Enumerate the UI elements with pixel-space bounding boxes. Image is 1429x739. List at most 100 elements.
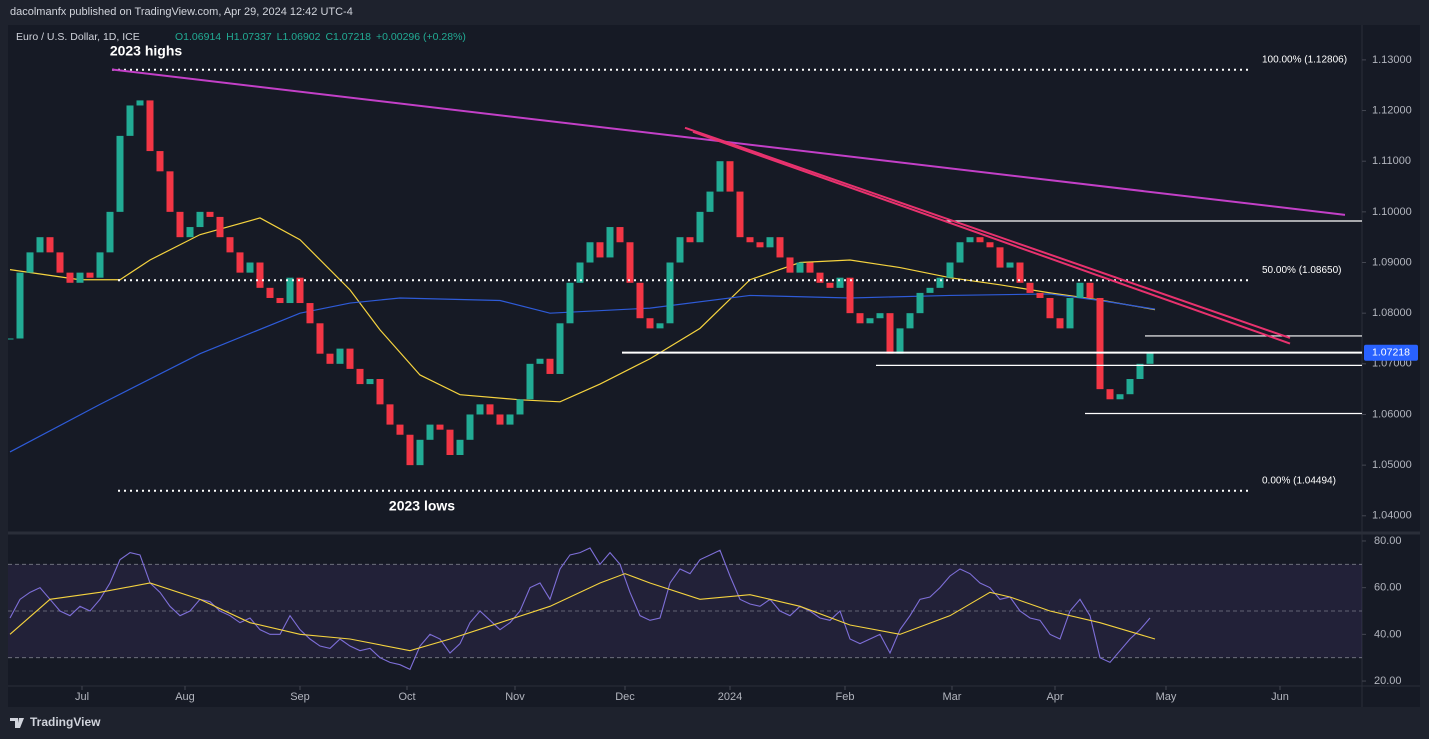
candle [1066,297,1074,329]
candle [296,277,304,304]
axes: 1.040001.050001.060001.070001.080001.090… [75,42,1418,703]
y-tick-label: 1.12000 [1372,104,1412,116]
y-tick-label: 40.00 [1374,628,1402,640]
candle [286,277,294,304]
candle [136,100,144,106]
candle [66,272,74,283]
candle [396,424,404,435]
x-tick-label: 2024 [718,691,742,703]
candle [426,424,434,440]
candle [686,237,694,243]
x-tick-label: Jul [75,691,89,703]
candle [846,277,854,314]
candle [1096,297,1104,390]
candle [366,379,374,385]
candle [976,237,984,243]
y-tick-label: 1.06000 [1372,408,1412,420]
candle [456,439,464,456]
candle [806,262,814,273]
last-price-label: 1.07218 [1372,347,1410,359]
candle [246,262,254,273]
y-tick-label: 60.00 [1374,582,1402,594]
candle [346,348,354,369]
candle [26,252,34,273]
y-tick-label: 1.05000 [1372,459,1412,471]
candle [206,211,214,217]
candle [496,414,504,425]
last-price-tag [1364,344,1418,361]
candle [1116,394,1124,400]
candle [996,247,1004,268]
candle [526,363,534,400]
price-pane [8,68,1362,492]
ohlc-value: +0.00296 (+0.28%) [376,31,466,43]
candle [156,151,164,172]
candle [556,323,564,374]
candle [306,303,314,324]
candle [766,237,774,248]
candle [56,252,64,273]
candle [736,191,744,238]
x-tick-label: Sep [290,691,310,703]
candle [826,282,834,288]
brand-logo [10,718,24,728]
candle [1076,282,1084,298]
candle [1106,389,1114,400]
candle [636,282,644,319]
x-tick-label: Jun [1271,691,1289,703]
candle [706,191,714,212]
rsi-line [9,573,1156,652]
candle [96,252,104,278]
candle [586,242,594,263]
x-tick-label: May [1156,691,1177,703]
x-tick-label: Nov [505,691,525,703]
candle [516,399,524,415]
candle [726,161,734,192]
candle [876,313,884,319]
candle [716,161,724,192]
candle [606,227,614,258]
candle [256,262,264,288]
candle [106,211,114,253]
candle [576,262,584,283]
candle [386,404,394,425]
candle [416,439,424,466]
trendline [692,130,1291,345]
candle [756,242,764,248]
candle [1016,262,1024,283]
candle [656,323,664,329]
candle [886,313,894,354]
candle [276,297,284,304]
candle [116,135,124,212]
candle [126,105,134,136]
candle [546,358,554,374]
candle [566,282,574,324]
candle [36,237,44,253]
candle [186,227,194,238]
fib-label: 50.00% (1.08650) [1262,265,1342,276]
candle [176,211,184,238]
x-tick-label: Feb [836,691,855,703]
candle [196,211,204,228]
candle [536,358,544,364]
candle [266,287,274,298]
rsi-pane [8,547,1362,671]
candle [506,414,514,425]
candle [46,237,54,253]
candle [866,318,874,324]
candle [146,100,154,152]
candle [926,287,934,293]
candle [326,353,334,364]
candle [336,348,344,364]
candle [236,252,244,273]
y-tick-label: 1.11000 [1372,155,1411,167]
candle [916,292,924,314]
candle [1126,379,1134,395]
candle [76,272,84,283]
candle [946,262,954,278]
candle [836,277,844,288]
candle [906,313,914,329]
candle [1136,363,1144,380]
candle [446,429,454,456]
